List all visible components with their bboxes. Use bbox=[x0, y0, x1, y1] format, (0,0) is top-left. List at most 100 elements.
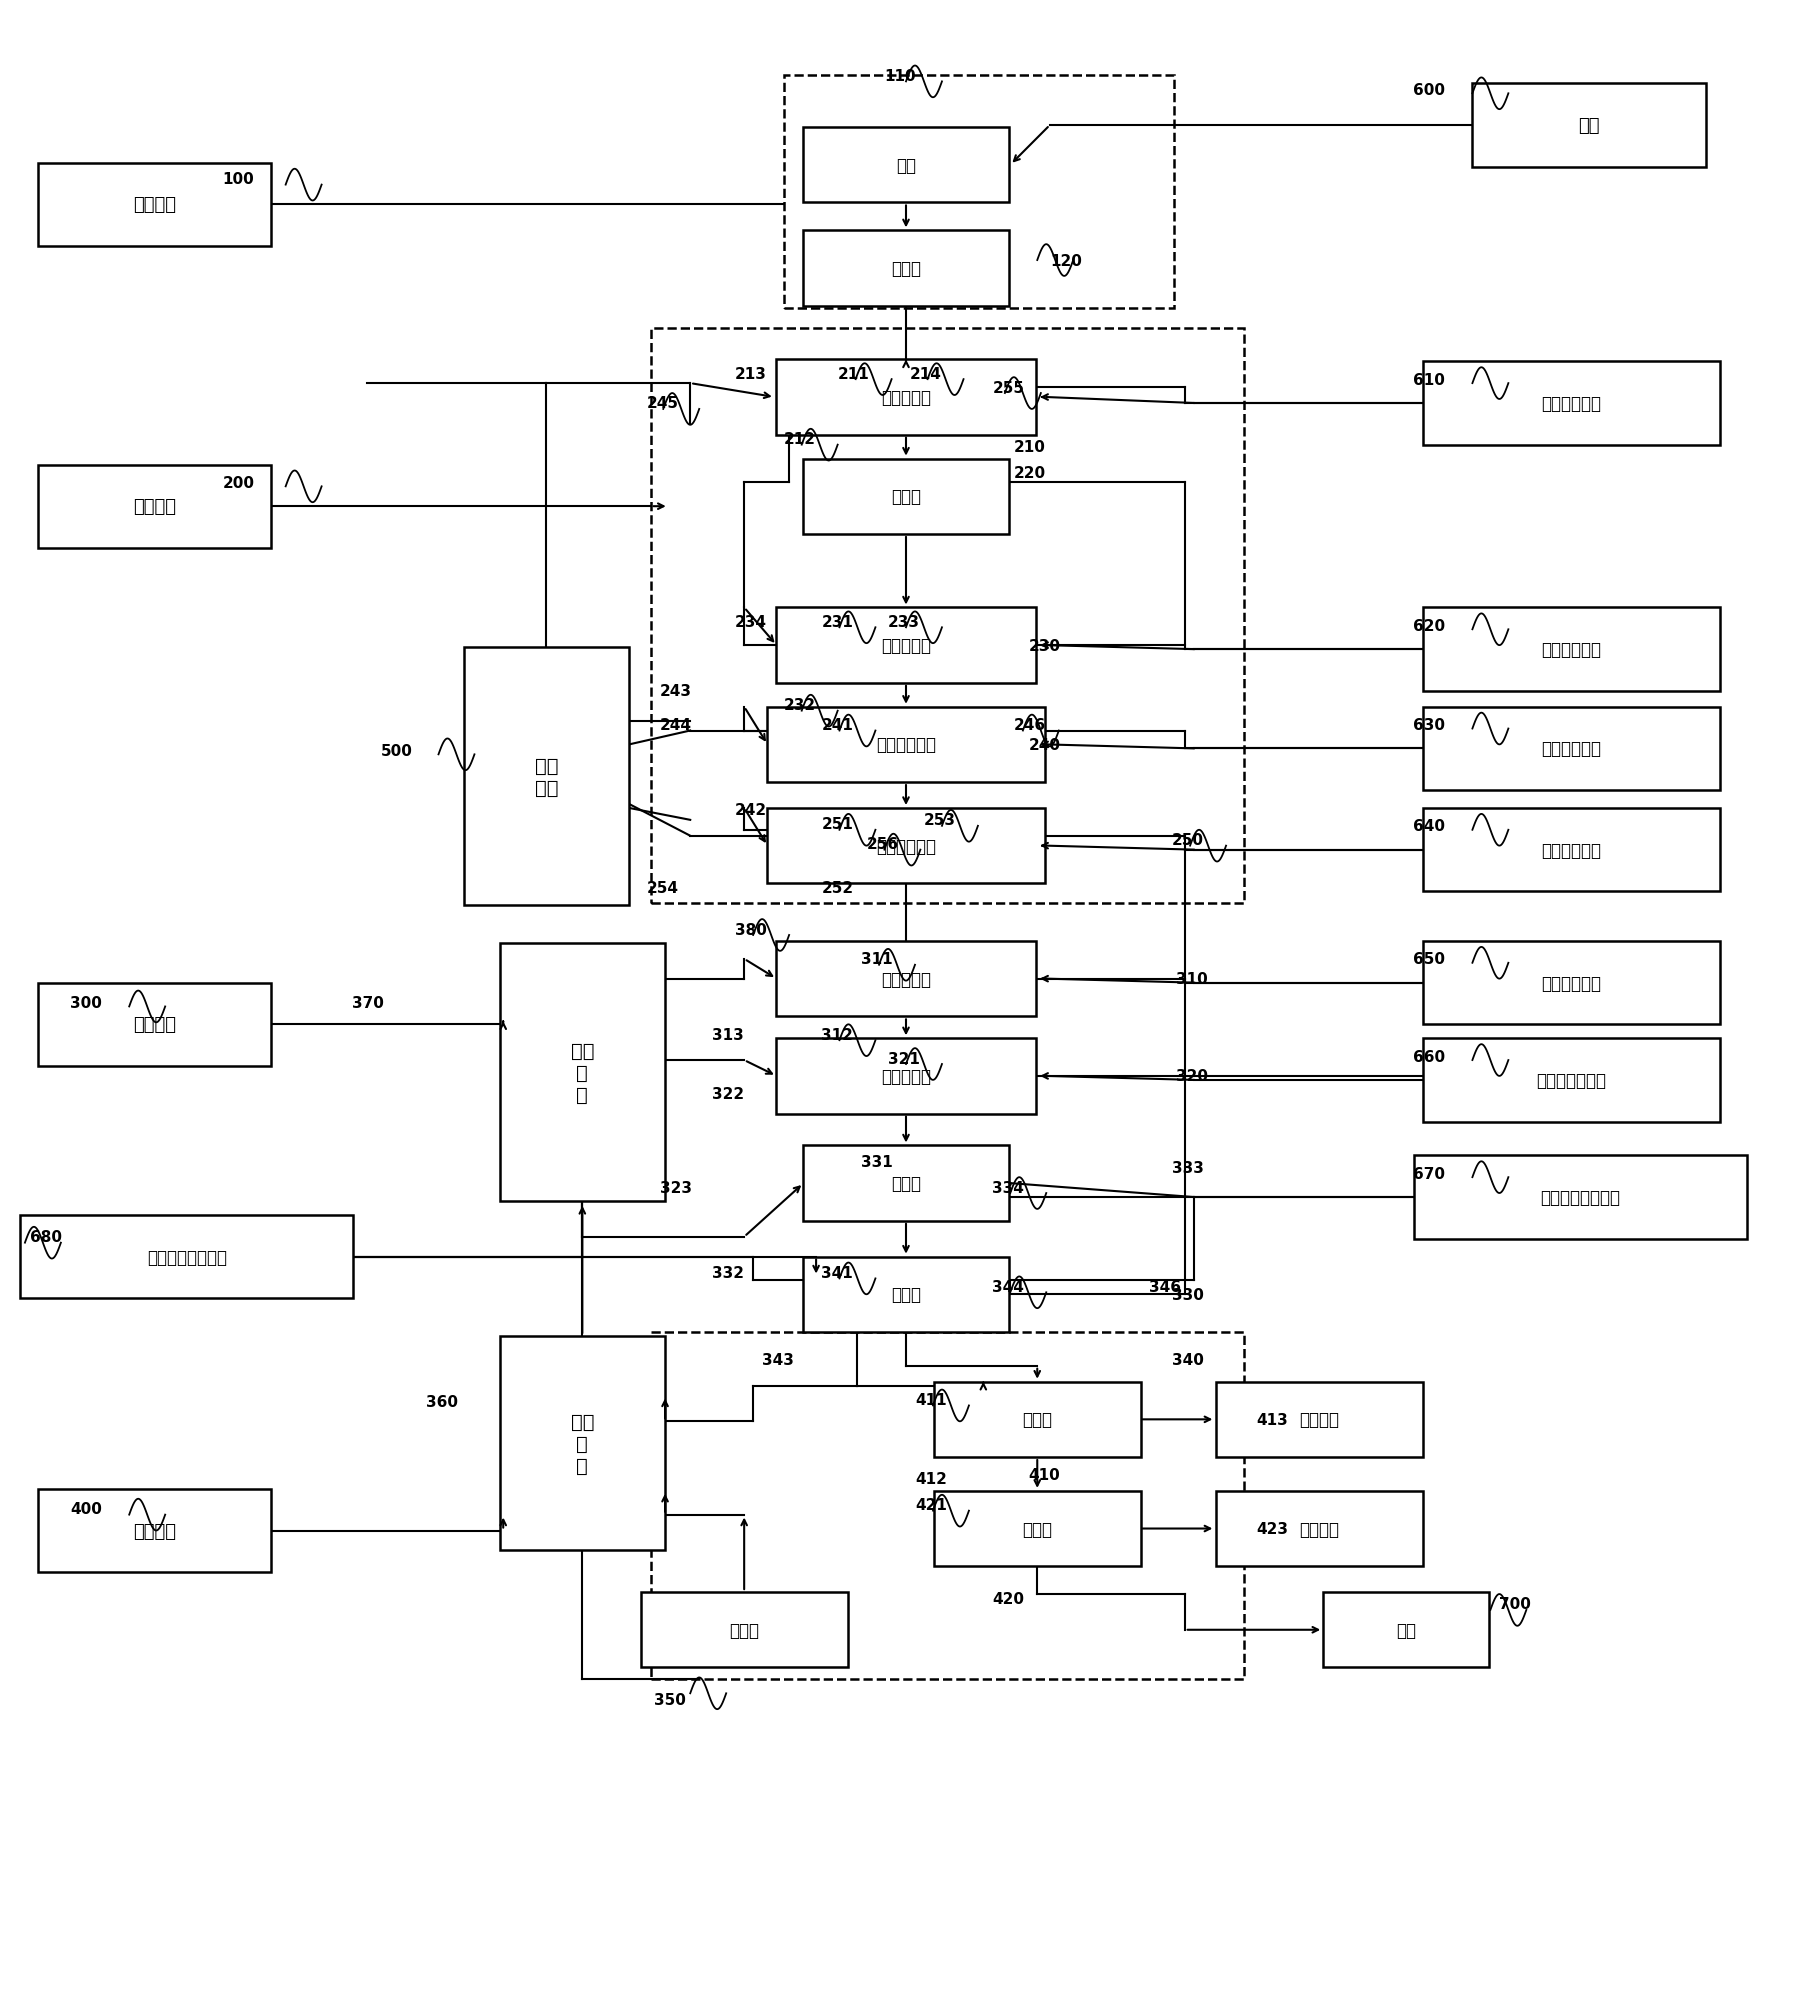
Text: 含催化剂的污泥: 含催化剂的污泥 bbox=[1537, 1071, 1605, 1089]
Bar bbox=[500, 1337, 665, 1550]
Text: 423: 423 bbox=[1258, 1520, 1288, 1536]
Bar bbox=[766, 707, 1046, 783]
Text: 第二混合器: 第二混合器 bbox=[881, 1067, 931, 1085]
Text: 323: 323 bbox=[660, 1181, 692, 1195]
Text: 312: 312 bbox=[821, 1027, 853, 1043]
Text: 贮槽: 贮槽 bbox=[895, 156, 917, 174]
Text: 滗析器: 滗析器 bbox=[1022, 1411, 1053, 1429]
Text: 680: 680 bbox=[31, 1229, 62, 1245]
Text: 640: 640 bbox=[1413, 819, 1444, 833]
Bar bbox=[1422, 941, 1720, 1025]
Bar bbox=[803, 1145, 1009, 1221]
Text: 第一液一固混合物: 第一液一固混合物 bbox=[1540, 1189, 1620, 1207]
Text: 320: 320 bbox=[1176, 1069, 1209, 1083]
Bar bbox=[776, 607, 1036, 683]
Text: 120: 120 bbox=[1049, 254, 1082, 268]
Bar bbox=[1422, 607, 1720, 691]
Text: 700: 700 bbox=[1499, 1596, 1531, 1612]
Text: 300: 300 bbox=[71, 995, 101, 1011]
Bar bbox=[651, 1333, 1245, 1680]
Bar bbox=[1413, 1155, 1747, 1239]
Text: 220: 220 bbox=[1015, 466, 1046, 482]
Bar bbox=[651, 328, 1245, 903]
Text: 251: 251 bbox=[821, 817, 853, 831]
Bar bbox=[38, 466, 272, 549]
Bar bbox=[38, 1489, 272, 1572]
Bar bbox=[933, 1491, 1140, 1566]
Text: 630: 630 bbox=[1413, 717, 1444, 733]
Text: 412: 412 bbox=[915, 1473, 948, 1487]
Text: 650: 650 bbox=[1413, 951, 1444, 967]
Text: 253: 253 bbox=[924, 813, 957, 827]
Text: 净化
系统: 净化 系统 bbox=[535, 757, 558, 797]
Text: 332: 332 bbox=[712, 1265, 743, 1281]
Text: 213: 213 bbox=[736, 366, 766, 382]
Text: 413: 413 bbox=[1258, 1413, 1288, 1427]
Text: 进料系统: 进料系统 bbox=[132, 196, 176, 214]
Text: 211: 211 bbox=[837, 366, 870, 382]
Bar bbox=[20, 1215, 353, 1299]
Text: 不凝气换热器: 不凝气换热器 bbox=[875, 735, 937, 753]
Bar bbox=[776, 941, 1036, 1017]
Bar bbox=[464, 647, 629, 905]
Text: 333: 333 bbox=[1172, 1161, 1203, 1175]
Text: 进料泵: 进料泵 bbox=[892, 488, 920, 505]
Bar bbox=[1473, 84, 1707, 168]
Text: 第五含水污泥: 第五含水污泥 bbox=[1542, 975, 1602, 993]
Bar bbox=[1216, 1383, 1422, 1457]
Text: 250: 250 bbox=[1172, 833, 1205, 847]
Text: 反应器: 反应器 bbox=[892, 1175, 920, 1193]
Text: 420: 420 bbox=[993, 1590, 1024, 1606]
Text: 500: 500 bbox=[381, 743, 413, 759]
Text: 第一混合器: 第一混合器 bbox=[881, 971, 931, 989]
Text: 污泥: 污泥 bbox=[1578, 118, 1600, 136]
Bar bbox=[766, 809, 1046, 883]
Text: 第一含水污泥: 第一含水污泥 bbox=[1542, 396, 1602, 414]
Text: 241: 241 bbox=[821, 717, 853, 733]
Text: 311: 311 bbox=[861, 951, 893, 967]
Text: 341: 341 bbox=[821, 1265, 853, 1281]
Text: 246: 246 bbox=[1015, 717, 1046, 733]
Text: 第四含水污泥: 第四含水污泥 bbox=[1542, 841, 1602, 859]
Bar bbox=[1422, 809, 1720, 891]
Text: 第二预热器: 第二预热器 bbox=[881, 637, 931, 655]
Bar bbox=[1216, 1491, 1422, 1566]
Text: 催化
剂
罐: 催化 剂 罐 bbox=[571, 1413, 594, 1475]
Text: 滗析清液: 滗析清液 bbox=[1299, 1411, 1339, 1429]
Text: 660: 660 bbox=[1413, 1049, 1446, 1065]
Text: 600: 600 bbox=[1413, 82, 1444, 98]
Text: 闪蒸器: 闪蒸器 bbox=[892, 1285, 920, 1303]
Text: 原泥泵: 原泥泵 bbox=[892, 260, 920, 278]
Text: 233: 233 bbox=[888, 615, 920, 629]
Text: 100: 100 bbox=[223, 172, 254, 188]
Text: 256: 256 bbox=[866, 837, 899, 851]
Text: 泥饼: 泥饼 bbox=[1395, 1620, 1415, 1638]
Text: 200: 200 bbox=[223, 476, 255, 492]
Text: 610: 610 bbox=[1413, 372, 1444, 388]
Text: 340: 340 bbox=[1172, 1353, 1203, 1367]
Text: 346: 346 bbox=[1149, 1279, 1181, 1295]
Bar bbox=[1422, 1039, 1720, 1123]
Text: 330: 330 bbox=[1172, 1287, 1203, 1303]
Bar bbox=[641, 1592, 848, 1668]
Bar bbox=[1422, 362, 1720, 446]
Text: 410: 410 bbox=[1027, 1469, 1060, 1483]
Text: 脱水系统: 脱水系统 bbox=[132, 1522, 176, 1540]
Text: 234: 234 bbox=[736, 615, 766, 629]
Bar bbox=[776, 1039, 1036, 1115]
Bar bbox=[38, 983, 272, 1067]
Bar bbox=[776, 360, 1036, 436]
Text: 370: 370 bbox=[352, 995, 384, 1011]
Text: 210: 210 bbox=[1015, 440, 1046, 456]
Text: 310: 310 bbox=[1176, 971, 1207, 987]
Bar bbox=[1422, 707, 1720, 791]
Text: 第二含水污泥: 第二含水污泥 bbox=[1542, 641, 1602, 659]
Text: 255: 255 bbox=[993, 380, 1024, 396]
Bar bbox=[803, 460, 1009, 535]
Text: 252: 252 bbox=[821, 881, 853, 895]
Text: 闪蒸气换热器: 闪蒸气换热器 bbox=[875, 837, 937, 855]
Text: 620: 620 bbox=[1413, 619, 1446, 633]
Text: 改性系统: 改性系统 bbox=[132, 1015, 176, 1033]
Text: 380: 380 bbox=[736, 921, 766, 937]
Text: 313: 313 bbox=[712, 1027, 743, 1043]
